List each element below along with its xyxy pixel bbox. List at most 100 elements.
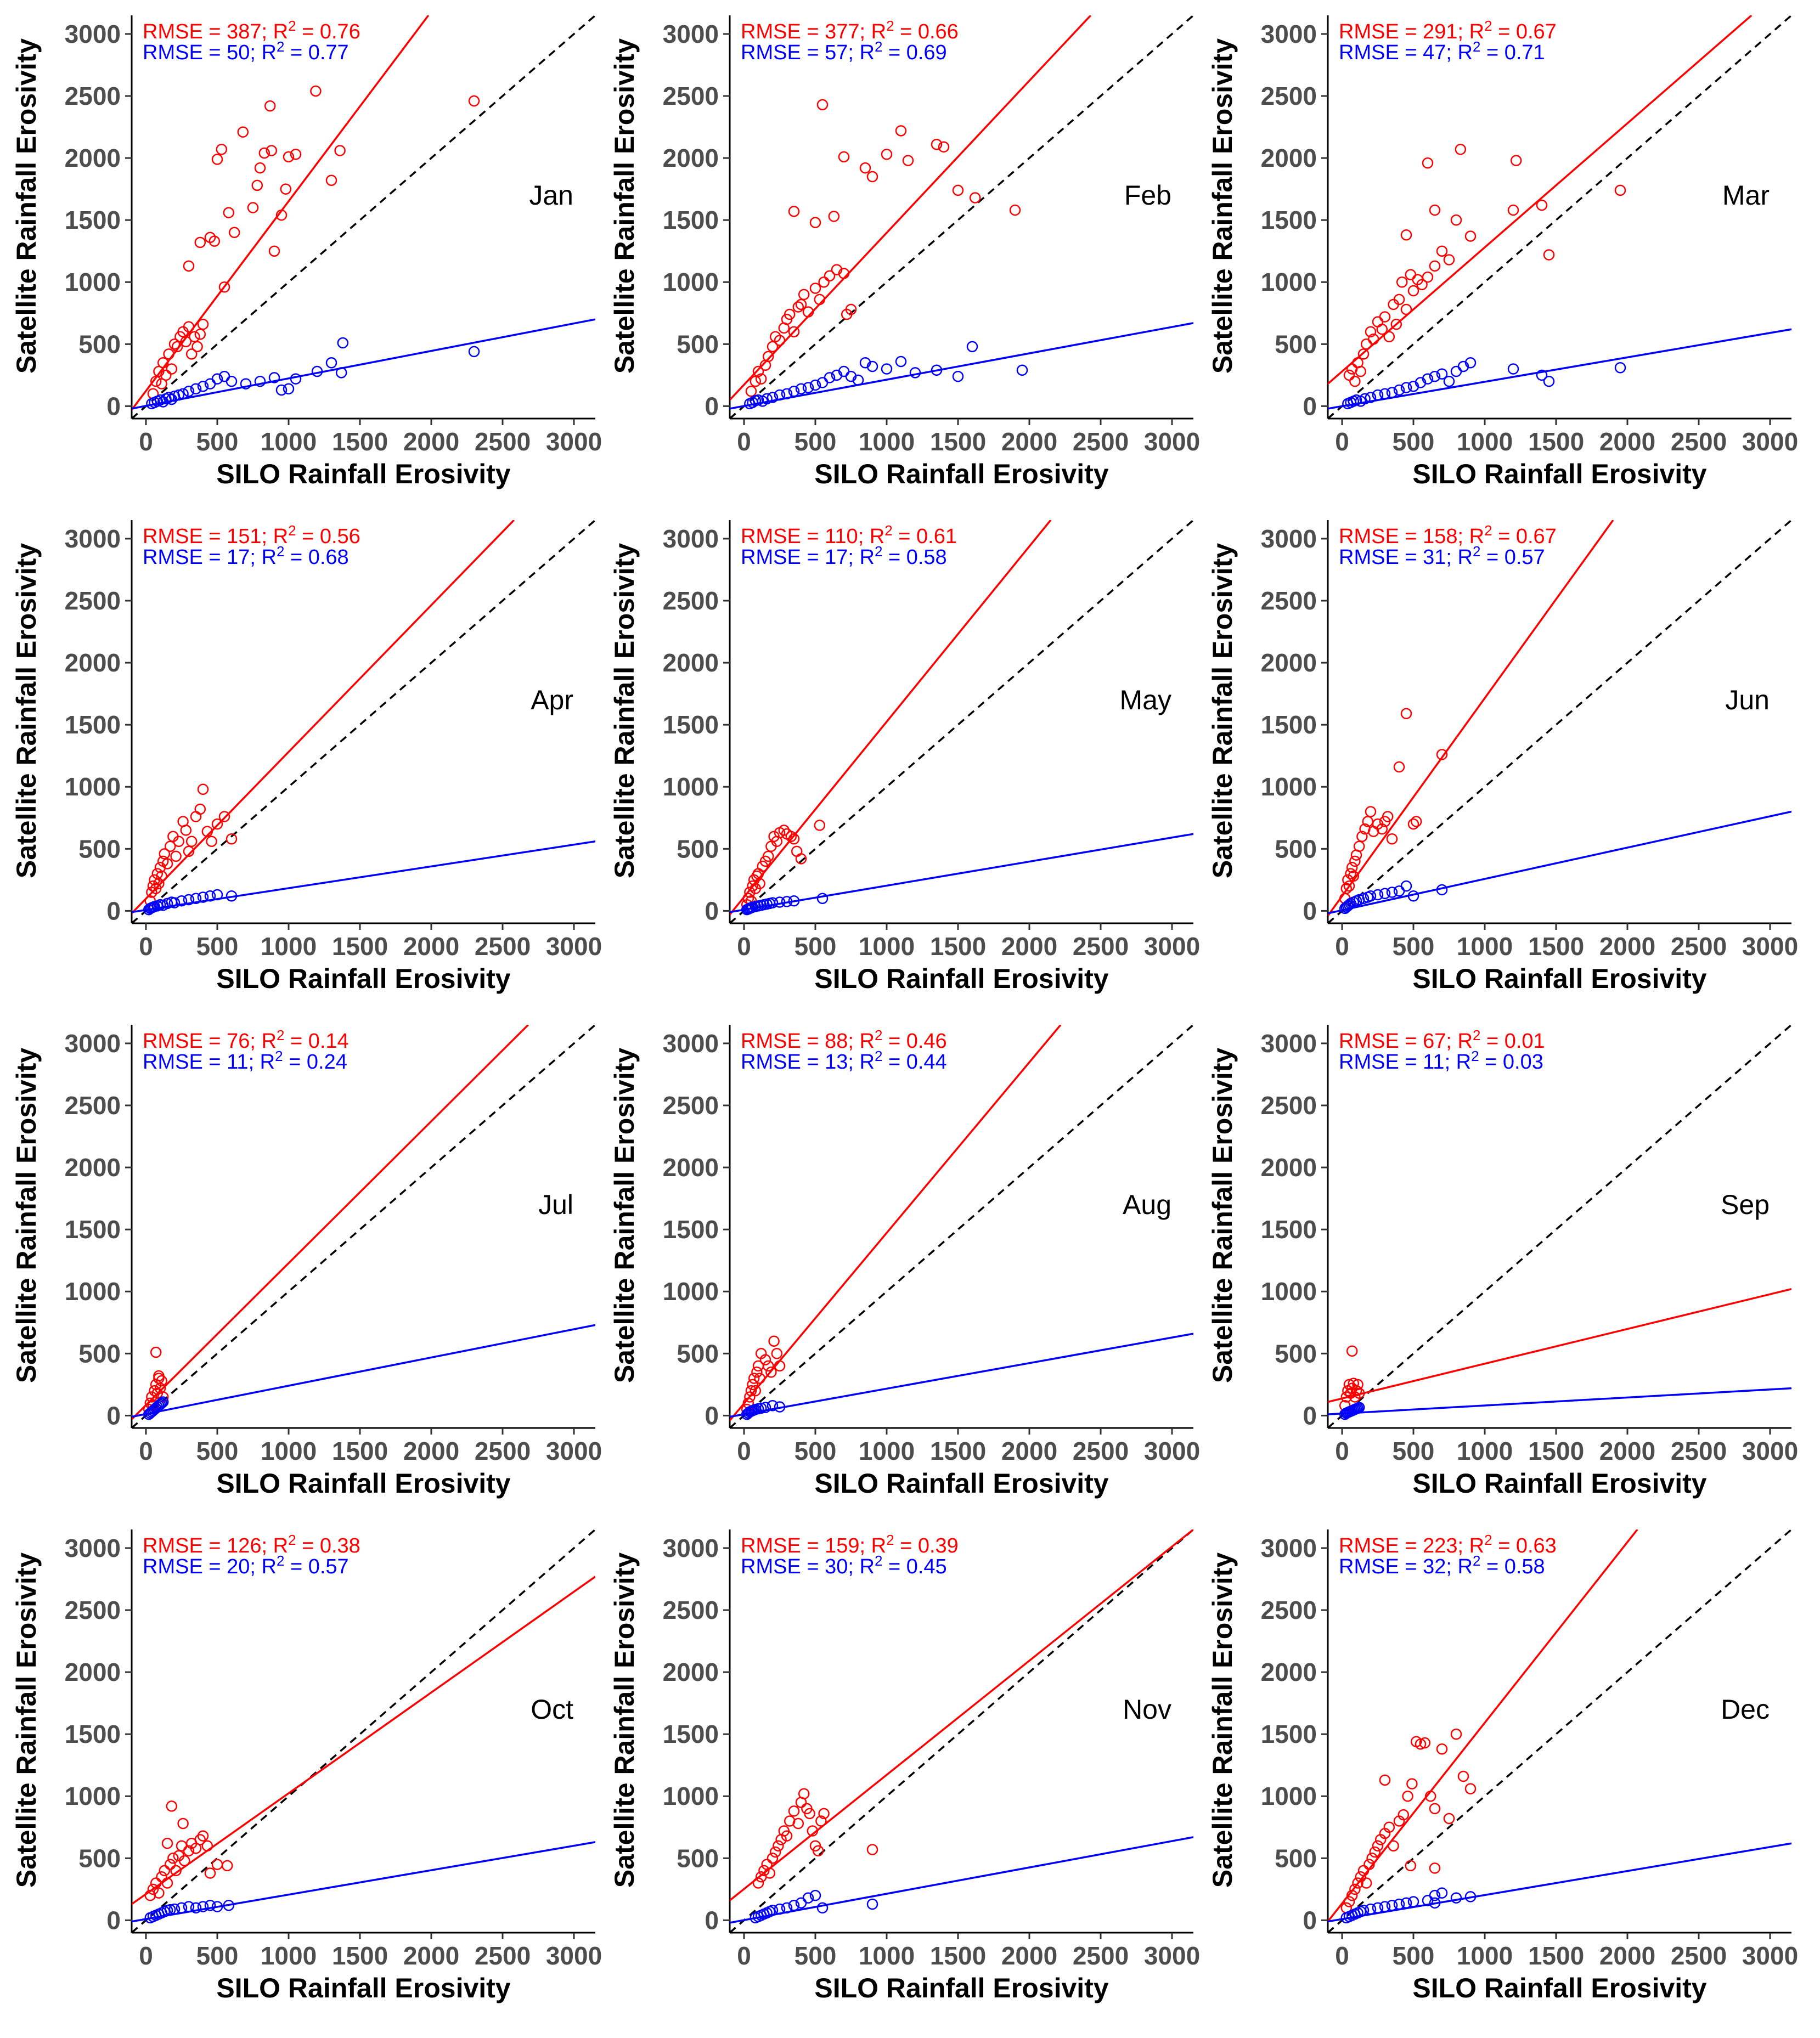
stat-value: 88	[825, 1030, 848, 1053]
blue-stat-label: RMSE = 50; R2 = 0.77	[143, 38, 349, 64]
red-point	[795, 298, 807, 311]
blue-point	[1393, 384, 1405, 396]
red-point	[264, 100, 276, 112]
stat-value: 0.03	[1503, 1051, 1543, 1074]
x-tick-label: 3000	[546, 1941, 602, 1970]
panel-mar: 0 500 1000 1500 2000 2500 3000 0 500 1000 1500 2000…	[1207, 15, 1798, 489]
blue-point	[226, 375, 238, 387]
y-axis-label: Satellite Rainfall Erosivity	[609, 543, 640, 879]
x-tick-label: 2500	[475, 1941, 531, 1970]
red-stat-label: RMSE = 67; R2 = 0.01	[1339, 1027, 1545, 1053]
y-tick-label: 3000	[663, 20, 719, 48]
y-tick-label: 1000	[1261, 268, 1317, 296]
y-tick-label: 2500	[65, 82, 121, 110]
month-label: Jul	[538, 1189, 573, 1220]
red-point	[1398, 1809, 1410, 1821]
red-point	[153, 1887, 165, 1899]
y-tick-label: 2500	[65, 1596, 121, 1624]
blue-point	[809, 379, 821, 391]
blue-point	[254, 375, 266, 387]
stat-value: 50	[227, 41, 250, 64]
y-axis-label: Satellite Rainfall Erosivity	[609, 1048, 640, 1384]
red-point	[1429, 260, 1441, 272]
red-point	[160, 369, 172, 381]
red-point	[767, 341, 779, 353]
month-label: Mar	[1722, 180, 1770, 211]
blue-stat-label: RMSE = 17; R2 = 0.58	[741, 543, 947, 569]
x-axis-label: SILO Rainfall Erosivity	[1412, 1468, 1706, 1499]
x-tick-label: 1000	[1457, 932, 1513, 961]
blue-stat-label: RMSE = 17; R2 = 0.68	[143, 543, 349, 569]
x-tick-label: 3000	[1742, 427, 1798, 456]
x-tick-label: 3000	[1144, 1941, 1200, 1970]
red-point	[788, 206, 800, 217]
x-tick-label: 1500	[930, 427, 986, 456]
red-point	[1416, 279, 1428, 291]
red-point	[838, 151, 850, 163]
red-point	[283, 151, 295, 163]
blue-point	[337, 337, 349, 349]
x-tick-label: 2000	[1001, 427, 1057, 456]
y-tick-label: 1000	[663, 268, 719, 296]
red-stat-label: RMSE = 158; R2 = 0.67	[1339, 522, 1557, 548]
red-fit-line	[1328, 520, 1614, 917]
y-tick-label: 3000	[663, 524, 719, 553]
y-tick-label: 2500	[663, 1091, 719, 1120]
blue-fit-line	[132, 1841, 595, 1923]
blue-point	[767, 392, 779, 403]
red-fit-line	[730, 1529, 1193, 1901]
blue-point	[1359, 393, 1371, 405]
blue-point	[866, 360, 878, 372]
blue-fit-line	[730, 1836, 1193, 1924]
x-tick-label: 1500	[332, 1437, 388, 1465]
panel-may: 0 500 1000 1500 2000 2500 3000 0 500 1000 1500 2000…	[609, 520, 1200, 994]
stat-value: 387	[227, 20, 261, 43]
y-tick-label: 1500	[1261, 1215, 1317, 1244]
stat-value: 0.57	[1505, 546, 1545, 569]
red-fit-line	[730, 1025, 1062, 1421]
blue-fit-line	[1328, 1387, 1791, 1415]
y-tick-label: 1500	[1261, 206, 1317, 234]
y-tick-label: 0	[705, 1401, 719, 1430]
blue-point	[802, 382, 814, 393]
x-tick-label: 2500	[475, 932, 531, 961]
blue-fit-line	[730, 1333, 1193, 1418]
red-point	[1379, 311, 1391, 323]
y-tick-label: 2000	[663, 648, 719, 677]
x-tick-label: 500	[795, 932, 837, 961]
stat-value: 30	[825, 1555, 848, 1578]
blue-point	[197, 380, 209, 392]
y-tick-label: 500	[1275, 834, 1317, 863]
red-point	[1429, 204, 1441, 216]
red-point	[792, 301, 804, 313]
red-point	[211, 154, 223, 165]
y-tick-label: 1500	[65, 206, 121, 234]
x-tick-label: 3000	[1742, 1437, 1798, 1465]
y-tick-label: 500	[1275, 1844, 1317, 1872]
x-axis-label: SILO Rainfall Erosivity	[216, 1468, 510, 1499]
y-axis-label: Satellite Rainfall Erosivity	[11, 38, 42, 374]
red-stat-label: RMSE = 76; R2 = 0.14	[143, 1027, 349, 1053]
red-point	[1379, 1774, 1391, 1786]
stat-value: 0.24	[307, 1051, 347, 1074]
x-tick-label: 500	[795, 1941, 837, 1970]
red-point	[164, 1859, 176, 1870]
x-tick-label: 0	[139, 427, 153, 456]
blue-point	[1379, 888, 1391, 899]
y-tick-label: 3000	[65, 1029, 121, 1058]
blue-point	[966, 341, 978, 353]
red-point	[902, 155, 914, 166]
red-point	[798, 1788, 810, 1799]
y-tick-label: 3000	[663, 1029, 719, 1058]
red-point	[183, 260, 195, 272]
x-axis-label: SILO Rainfall Erosivity	[814, 963, 1108, 994]
x-tick-label: 1500	[1528, 1941, 1584, 1970]
red-point	[164, 840, 176, 853]
y-axis-label: Satellite Rainfall Erosivity	[11, 1553, 42, 1888]
red-point	[809, 217, 821, 228]
red-point	[1406, 1778, 1418, 1789]
y-axis-label: Satellite Rainfall Erosivity	[1207, 1048, 1238, 1384]
blue-point	[752, 394, 764, 406]
red-point	[1614, 184, 1626, 196]
x-tick-label: 1500	[1528, 427, 1584, 456]
